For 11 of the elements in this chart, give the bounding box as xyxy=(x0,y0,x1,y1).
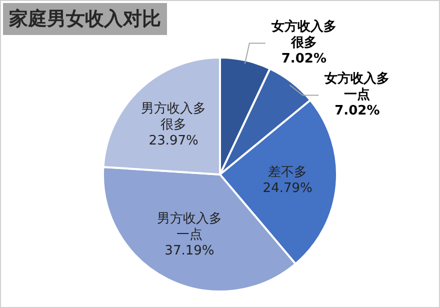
data-label: 7.02% xyxy=(281,52,326,67)
data-label: 24.79% xyxy=(262,180,312,196)
slice-label: 差不多 xyxy=(268,164,308,180)
chart-title: 家庭男女收入对比 xyxy=(3,3,167,35)
slice-label: 女方收入多一点 xyxy=(324,70,390,103)
slice-label: 女方收入多很多 xyxy=(270,18,336,51)
slice-label: 男方收入多一点 xyxy=(156,210,222,242)
data-label: 23.97% xyxy=(148,133,198,148)
data-label: 37.19% xyxy=(164,243,214,258)
slice-label: 男方收入多很多 xyxy=(141,100,206,132)
data-label: 7.02% xyxy=(334,104,380,119)
